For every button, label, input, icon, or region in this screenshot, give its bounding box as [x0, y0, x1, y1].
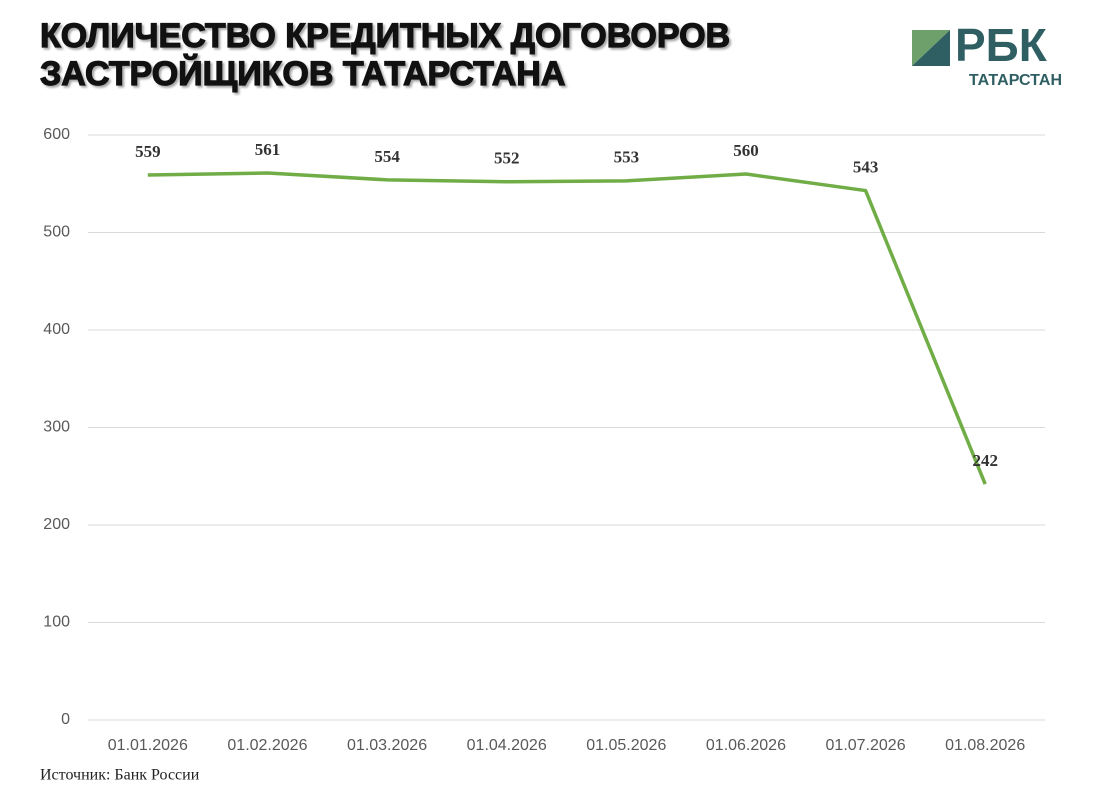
y-tick-label: 600 [43, 126, 70, 143]
data-label: 552 [494, 149, 520, 168]
y-tick-label: 400 [43, 321, 70, 338]
data-label: 543 [853, 157, 879, 176]
chart-title: КОЛИЧЕСТВО КРЕДИТНЫХ ДОГОВОРОВ [40, 17, 730, 55]
data-label: 560 [733, 141, 759, 160]
line [147, 171, 987, 485]
chart-title: ЗАСТРОЙЩИКОВ ТАТАРСТАНА [40, 54, 565, 93]
x-tick-label: 01.04.2026 [467, 737, 547, 754]
y-tick-label: 100 [43, 614, 70, 631]
logo-name: РБК [955, 19, 1048, 71]
x-tick-label: 01.05.2026 [586, 737, 666, 754]
data-label: 553 [614, 148, 640, 167]
x-tick-label: 01.02.2026 [227, 737, 307, 754]
logo-region: ТАТАРСТАН [969, 72, 1062, 89]
source: Источник: Банк России [40, 767, 200, 784]
data-label: 561 [255, 140, 281, 159]
data-label: 559 [135, 142, 161, 161]
x-tick-label: 01.08.2026 [945, 737, 1025, 754]
x-tick-label: 01.03.2026 [347, 737, 427, 754]
x-tick-label: 01.06.2026 [706, 737, 786, 754]
data-label: 554 [374, 147, 400, 166]
y-tick-label: 0 [61, 711, 70, 728]
x-tick-label: 01.07.2026 [826, 737, 906, 754]
data-label: 242 [972, 451, 998, 470]
y-tick-label: 300 [43, 419, 70, 436]
logo-icon [912, 30, 950, 66]
x-tick-label: 01.01.2026 [108, 737, 188, 754]
y-tick-label: 500 [43, 224, 70, 241]
y-tick-label: 200 [43, 516, 70, 533]
logo: РБК ТАТАРСТАН [912, 19, 1062, 89]
